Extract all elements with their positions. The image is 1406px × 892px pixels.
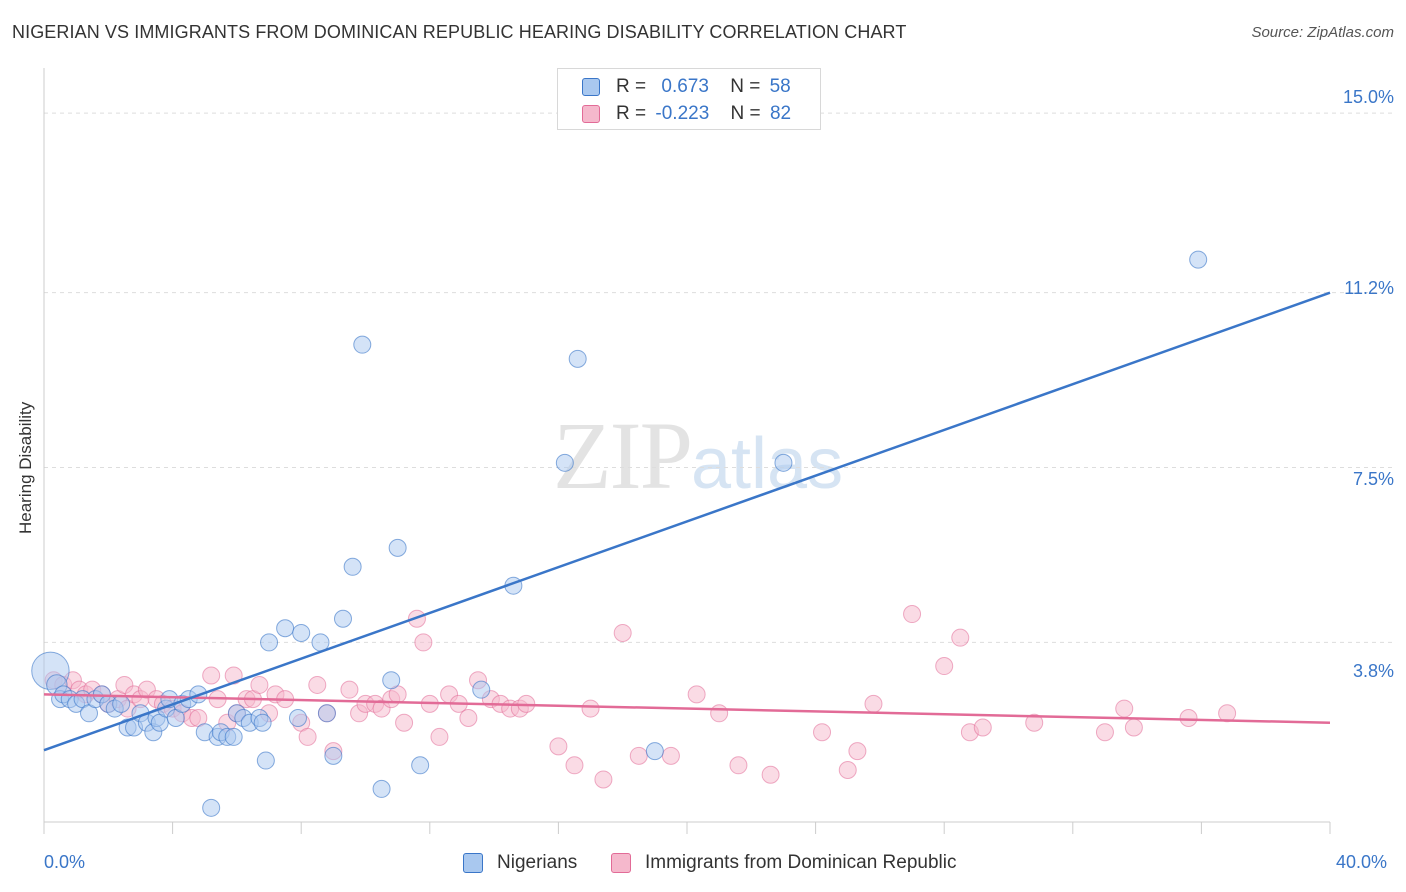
watermark-atlas: atlas <box>691 424 844 504</box>
series-dominican-points <box>44 605 1237 789</box>
dominican-point-33 <box>308 675 327 694</box>
nigerian-point-52 <box>472 680 491 699</box>
legend-n-label: N = <box>730 103 761 124</box>
nigerian-point-48 <box>372 779 391 798</box>
dominican-point-64 <box>687 685 706 704</box>
nigerian-point-38 <box>260 633 279 652</box>
dominican-point-73 <box>935 657 954 676</box>
nigerian-point-41 <box>292 623 311 642</box>
y-tick-label-11-2: 11.2% <box>1344 278 1394 298</box>
dominican-point-76 <box>973 718 992 737</box>
nigerian-point-36 <box>253 713 272 732</box>
dominican-point-27 <box>250 675 269 694</box>
dominican-point-67 <box>761 765 780 784</box>
y-axis-label: Hearing Disability <box>16 401 35 534</box>
watermark: ZIPatlas <box>553 400 843 511</box>
nigerian-point-50 <box>388 538 407 557</box>
nigerian-point-42 <box>311 633 330 652</box>
dominican-point-65 <box>710 704 729 723</box>
dominican-point-36 <box>340 680 359 699</box>
nigerian-point-58 <box>1189 250 1208 269</box>
dominican-point-80 <box>1124 718 1143 737</box>
dominican-point-81 <box>1179 709 1198 728</box>
nigerian-point-57 <box>774 453 793 472</box>
y-tick-label-3-8: 3.8% <box>1352 661 1394 681</box>
grid-lines <box>44 112 1392 643</box>
nigerian-point-47 <box>353 335 372 354</box>
dominican-point-61 <box>613 623 632 642</box>
dominican-point-78 <box>1095 723 1114 742</box>
nigerian-trend-line <box>43 291 1331 752</box>
axes <box>43 68 1331 834</box>
legend-r-label: R = <box>616 103 647 124</box>
x-tick-label-max: 40.0% <box>1336 852 1388 872</box>
nigerian-point-55 <box>568 349 587 368</box>
dominican-point-79 <box>1115 699 1134 718</box>
legend-stats-text: R = 0.673 N = 58 <box>616 76 791 98</box>
nigerian-point-45 <box>333 609 352 628</box>
nigerian-point-51 <box>411 756 430 775</box>
dominican-point-45 <box>414 633 433 652</box>
legend-r-value: 0.673 <box>661 76 709 97</box>
dominican-point-32 <box>298 727 317 746</box>
legend-n-value: 58 <box>769 76 791 97</box>
nigerian-point-12 <box>112 694 131 713</box>
nigerian-point-44 <box>324 746 343 765</box>
dominican-point-77 <box>1025 713 1044 732</box>
legend-swatch-blue <box>582 78 600 96</box>
nigerian-point-40 <box>288 709 307 728</box>
legend-n-value: 82 <box>769 103 792 124</box>
chart-title: NIGERIAN VS IMMIGRANTS FROM DOMINICAN RE… <box>12 22 907 42</box>
dominican-point-58 <box>565 756 584 775</box>
dominican-point-69 <box>838 761 857 780</box>
dominican-point-66 <box>729 756 748 775</box>
nigerian-point-43 <box>317 704 336 723</box>
bottom-legend-label-nigerians: Nigerians <box>497 852 578 873</box>
dominican-point-74 <box>951 628 970 647</box>
nigerian-point-39 <box>276 619 295 638</box>
bottom-legend-swatch-blue <box>463 853 483 873</box>
nigerian-point-27 <box>202 798 221 817</box>
legend-swatch-pink <box>582 105 600 123</box>
bottom-legend-label-dominican: Immigrants from Dominican Republic <box>645 852 957 873</box>
bottom-legend-swatch-pink <box>611 853 631 873</box>
series-nigerians-points <box>31 250 1208 817</box>
dominican-point-50 <box>459 709 478 728</box>
dominican-point-62 <box>629 746 648 765</box>
dominican-trend-line <box>43 693 1331 725</box>
y-tick-label-7-5: 7.5% <box>1352 469 1394 489</box>
watermark-zip: ZIP <box>553 402 693 509</box>
nigerian-point-56 <box>645 742 664 761</box>
stats-legend: R = 0.673 N = 58 R = -0.223 N = 82 <box>557 68 821 130</box>
legend-r-label: R = <box>616 76 647 97</box>
nigerian-point-46 <box>343 557 362 576</box>
dominican-point-20 <box>202 666 221 685</box>
nigerian-point-31 <box>224 727 243 746</box>
trend-lines <box>43 291 1331 752</box>
dominican-point-63 <box>661 746 680 765</box>
dominican-point-68 <box>813 723 832 742</box>
dominican-point-82 <box>1218 704 1237 723</box>
nigerian-point-54 <box>555 453 574 472</box>
dominican-point-47 <box>430 727 449 746</box>
dominican-point-43 <box>395 713 414 732</box>
dominican-point-60 <box>594 770 613 789</box>
legend-n-label: N = <box>730 76 761 97</box>
legend-stats-text: R = -0.223 N = 82 <box>616 103 791 125</box>
dominican-point-70 <box>848 742 867 761</box>
dominican-point-57 <box>549 737 568 756</box>
nigerian-point-49 <box>382 671 401 690</box>
nigerian-point-37 <box>256 751 275 770</box>
y-tick-label-15-0: 15.0% <box>1342 87 1394 107</box>
x-tick-label-min: 0.0% <box>44 852 86 872</box>
dominican-point-59 <box>581 699 600 718</box>
legend-r-value: -0.223 <box>655 103 710 124</box>
dominican-point-72 <box>903 605 922 624</box>
source-label: Source: ZipAtlas.com <box>1251 24 1394 41</box>
dominican-point-71 <box>864 694 883 713</box>
